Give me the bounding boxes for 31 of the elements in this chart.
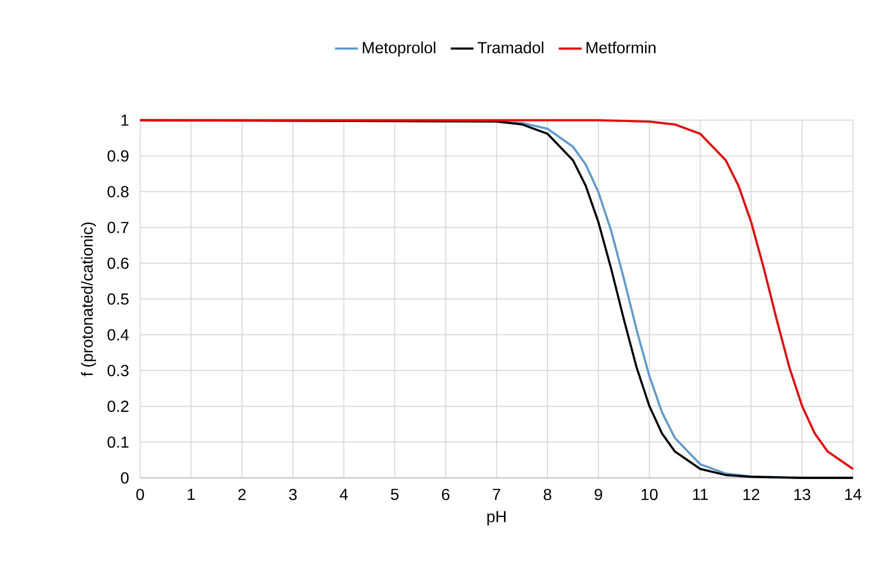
y-axis-title: f (protonated/cationic) (81, 222, 96, 376)
y-tick-label: 0.7 (108, 222, 128, 234)
x-tick-label: 12 (743, 489, 760, 500)
x-tick-label: 14 (845, 489, 862, 500)
legend-label: Metoprolol (362, 42, 436, 57)
x-tick-label: 0 (136, 489, 144, 500)
y-tick-label: 0.4 (108, 329, 129, 341)
x-tick-label: 13 (794, 489, 810, 500)
x-axis-title: pH (487, 511, 506, 526)
y-tick-label: 0.3 (108, 365, 129, 376)
x-tick-label: 1 (188, 489, 195, 500)
x-tick-label: 9 (594, 489, 602, 500)
legend-label: Metformin (586, 42, 656, 54)
x-tick-label: 2 (238, 489, 246, 500)
y-tick-label: 0.9 (108, 150, 128, 162)
x-tick-label: 6 (442, 489, 450, 500)
y-tick-label: 0.5 (108, 294, 129, 305)
x-tick-label: 7 (492, 489, 500, 500)
x-tick-label: 8 (544, 489, 552, 500)
y-tick-label: 1 (122, 114, 128, 126)
y-tick-label: 0 (120, 472, 129, 484)
legend-label: Tramadol (478, 42, 544, 54)
x-tick-label: 11 (693, 489, 708, 500)
y-tick-label: 0.8 (108, 186, 129, 198)
x-tick-label: 4 (340, 489, 348, 500)
x-tick-label: 3 (289, 489, 297, 500)
y-tick-label: 0.6 (108, 258, 129, 270)
y-tick-label: 0.1 (108, 436, 128, 448)
x-tick-label: 5 (390, 489, 399, 500)
x-tick-label: 10 (642, 489, 658, 500)
y-tick-label: 0.2 (108, 400, 128, 412)
